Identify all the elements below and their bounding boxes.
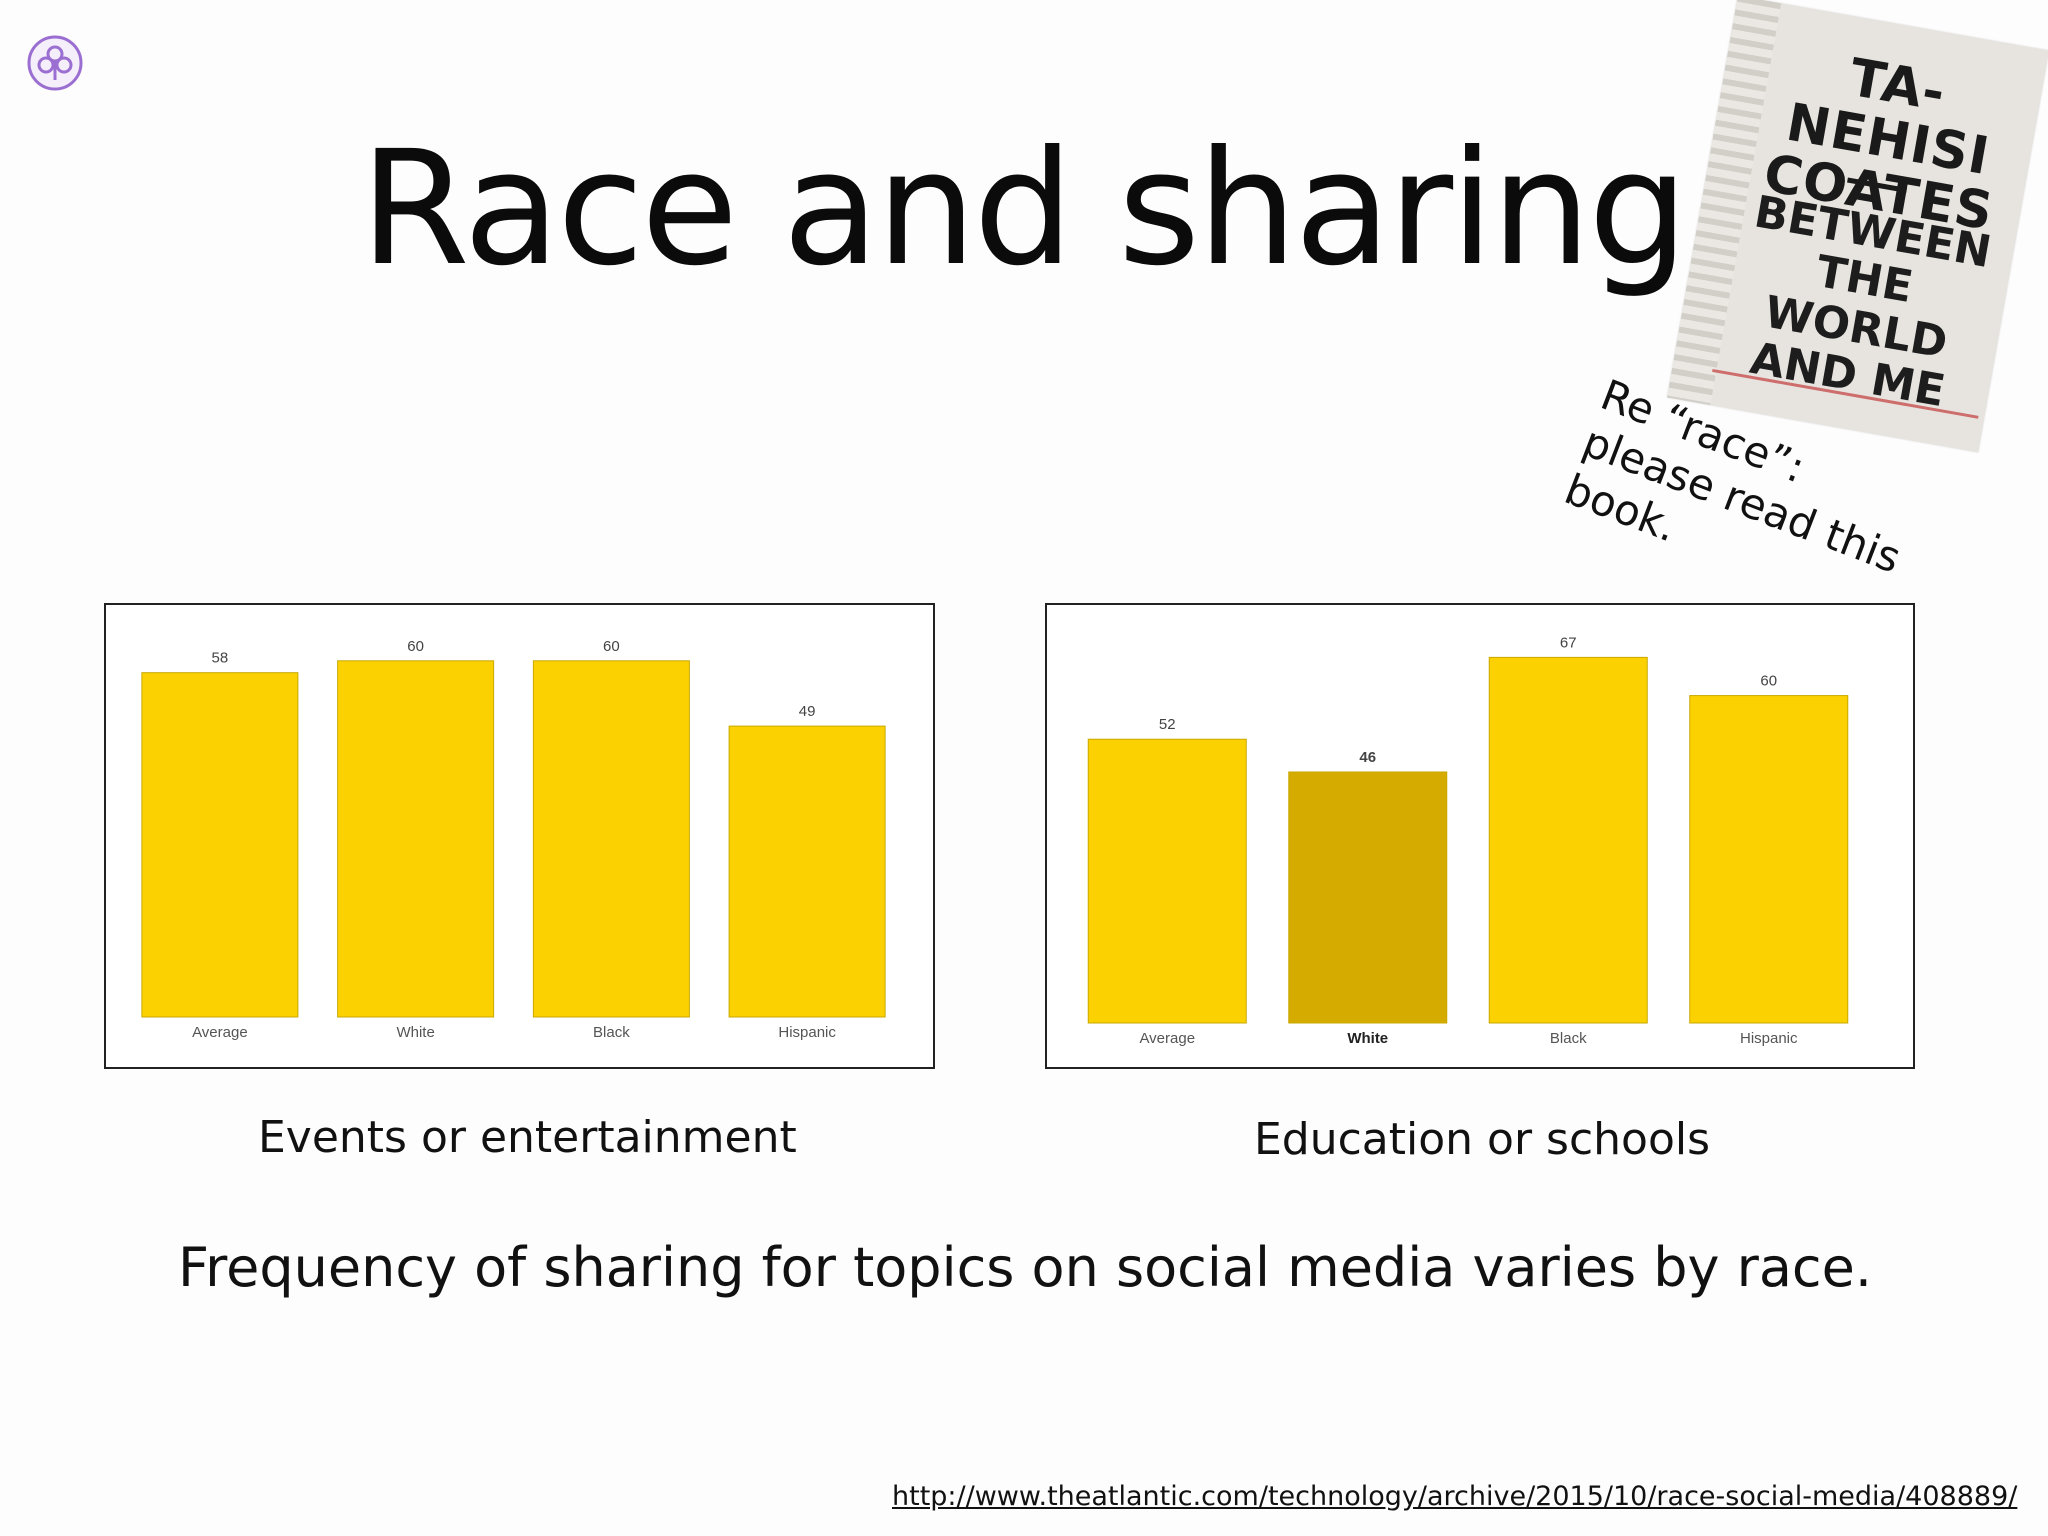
bar-average: [1087, 738, 1247, 1024]
bar-black: [532, 660, 690, 1018]
value-label-hispanic: 60: [1760, 673, 1777, 690]
slide-subtitle: Frequency of sharing for topics on socia…: [178, 1236, 1873, 1299]
education-chart-caption: Education or schools: [1254, 1114, 1711, 1165]
bar-hispanic: [728, 725, 886, 1018]
bar-hispanic: [1689, 695, 1849, 1024]
book-cover-icon: TA-NEHISI COATES BETWEEN THE WORLD AND M…: [1666, 0, 2048, 453]
education-chart-svg: 52 Average 46 White 67 Black 60 Hispanic: [1087, 634, 1849, 1047]
events-chart-svg: 58 Average 60 White 60 Black 49 Hispanic: [141, 638, 886, 1041]
category-label-white: White: [396, 1024, 434, 1041]
source-link[interactable]: http://www.theatlantic.com/technology/ar…: [892, 1481, 2018, 1512]
slide-title: Race and sharing: [360, 117, 1688, 301]
bar-average: [141, 672, 299, 1018]
bar-white: [337, 660, 495, 1018]
bar-black: [1488, 656, 1648, 1024]
category-label-white: White: [1347, 1030, 1388, 1047]
book-cover: TA-NEHISI COATES BETWEEN THE WORLD AND M…: [1666, 0, 2048, 453]
events-chart-caption: Events or entertainment: [258, 1112, 797, 1163]
category-label-average: Average: [1139, 1030, 1195, 1047]
category-label-average: Average: [192, 1024, 248, 1041]
category-label-black: Black: [593, 1024, 630, 1041]
value-label-average: 52: [1159, 716, 1176, 733]
purple-fleur-logo-icon: [27, 35, 83, 91]
value-label-white: 46: [1359, 749, 1376, 766]
value-label-average: 58: [212, 650, 229, 667]
events-chart: 58 Average 60 White 60 Black 49 Hispanic: [104, 603, 935, 1069]
category-label-black: Black: [1550, 1030, 1587, 1047]
category-label-hispanic: Hispanic: [1740, 1030, 1798, 1047]
value-label-black: 60: [603, 638, 620, 655]
education-chart: 52 Average 46 White 67 Black 60 Hispanic: [1045, 603, 1915, 1069]
value-label-white: 60: [407, 638, 424, 655]
value-label-black: 67: [1560, 634, 1577, 651]
value-label-hispanic: 49: [799, 703, 816, 720]
category-label-hispanic: Hispanic: [778, 1024, 836, 1041]
bar-white: [1288, 771, 1448, 1024]
